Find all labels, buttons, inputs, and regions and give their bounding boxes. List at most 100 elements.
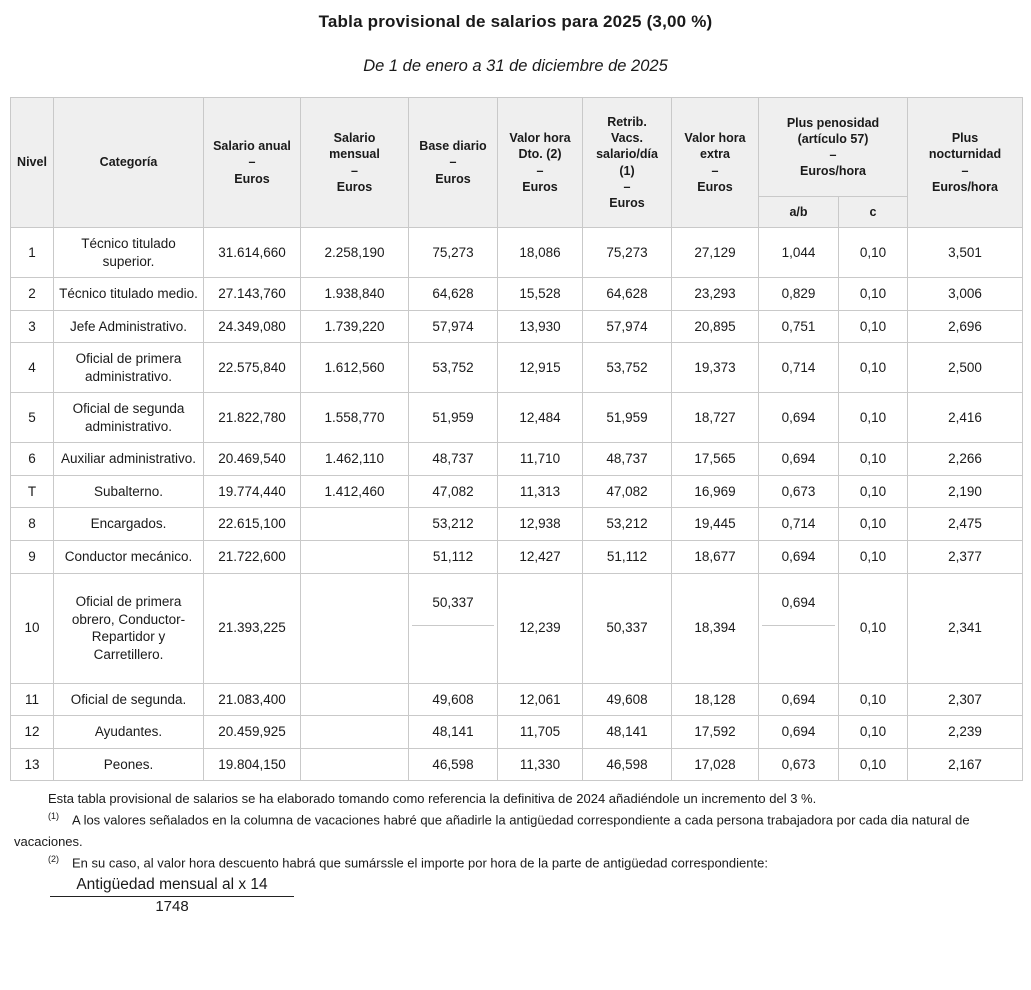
col-header-salario-anual: Salario anual – Euros: [203, 97, 301, 228]
footnotes: Esta tabla provisional de salarios se ha…: [14, 788, 1017, 873]
cell-value: 0,714: [758, 507, 839, 542]
cell-nivel: T: [10, 474, 54, 509]
table-row: 5 Oficial de segunda administrativo. 21.…: [10, 392, 1024, 444]
cell-value: 1.739,220: [300, 309, 409, 344]
table-header: Nivel Categoría Salario anual – Euros Sa…: [10, 97, 1024, 228]
cell-value: 0,714: [758, 342, 839, 394]
cell-value: 21.722,600: [203, 540, 301, 574]
table-row: 10 Oficial de primera obrero, Conductor-…: [10, 572, 1024, 684]
cell-value: 2,266: [907, 442, 1024, 476]
cell-value: 17,028: [671, 747, 759, 782]
cell-value: 64,628: [408, 277, 498, 311]
cell-value: [300, 540, 409, 574]
col-header-plus-penosidad-ab: a/b: [758, 196, 839, 228]
cell-nivel: 11: [10, 682, 54, 717]
cell-value: 48,737: [582, 442, 672, 476]
cell-value: 75,273: [582, 226, 672, 279]
cell-value: 2.258,190: [300, 226, 409, 279]
cell-nivel: 10: [10, 572, 54, 684]
cell-value: 0,10: [837, 392, 909, 444]
cell-value: 11,313: [497, 474, 583, 509]
cell-value: 2,696: [907, 309, 1024, 344]
cell-value: 11,710: [497, 442, 583, 476]
cell-value: 0,10: [837, 507, 909, 542]
cell-value: 48,141: [582, 715, 672, 749]
cell-value: 27,129: [671, 226, 759, 279]
cell-value: 0,673: [758, 747, 839, 782]
cell-value: 0,694: [758, 540, 839, 574]
cell-value: [300, 715, 409, 749]
cell-value: [300, 572, 409, 684]
split-cell-bottom: [762, 626, 835, 676]
cell-value: 18,128: [671, 682, 759, 717]
cell-value: 17,565: [671, 442, 759, 476]
cell-value: 12,239: [497, 572, 583, 684]
table-row: 4 Oficial de primera administrativo. 22.…: [10, 342, 1024, 394]
cell-value: [300, 747, 409, 782]
cell-value: 53,212: [408, 507, 498, 542]
cell-value: 0,694: [758, 572, 839, 684]
cell-value: 48,737: [408, 442, 498, 476]
cell-value: 0,10: [837, 747, 909, 782]
cell-value: 1.938,840: [300, 277, 409, 311]
cell-value: 0,751: [758, 309, 839, 344]
cell-categoria: Oficial de segunda administrativo.: [53, 392, 204, 444]
cell-value: 0,829: [758, 277, 839, 311]
cell-value: 47,082: [582, 474, 672, 509]
cell-value: 23,293: [671, 277, 759, 311]
cell-categoria: Oficial de segunda.: [53, 682, 204, 717]
cell-value: 0,10: [837, 277, 909, 311]
cell-value: 0,694: [758, 392, 839, 444]
table-row: 11 Oficial de segunda. 21.083,400 49,608…: [10, 682, 1024, 717]
cell-value: 0,10: [837, 226, 909, 279]
cell-value: 49,608: [582, 682, 672, 717]
cell-value: 20,895: [671, 309, 759, 344]
cell-value: [300, 507, 409, 542]
table-row: 12 Ayudantes. 20.459,925 48,141 11,705 4…: [10, 715, 1024, 749]
cell-value: 57,974: [582, 309, 672, 344]
table-row: 6 Auxiliar administrativo. 20.469,540 1.…: [10, 442, 1024, 476]
cell-value: 47,082: [408, 474, 498, 509]
cell-value: 0,10: [837, 442, 909, 476]
cell-value: 12,938: [497, 507, 583, 542]
cell-value: 0,10: [837, 540, 909, 574]
cell-categoria: Técnico titulado superior.: [53, 226, 204, 279]
cell-value: 0,10: [837, 342, 909, 394]
cell-value: 12,915: [497, 342, 583, 394]
cell-value: 22.615,100: [203, 507, 301, 542]
cell-value: 15,528: [497, 277, 583, 311]
cell-categoria: Técnico titulado medio.: [53, 277, 204, 311]
cell-value: 21.822,780: [203, 392, 301, 444]
cell-value: 64,628: [582, 277, 672, 311]
cell-categoria: Jefe Administrativo.: [53, 309, 204, 344]
cell-value: 57,974: [408, 309, 498, 344]
cell-value: 1.612,560: [300, 342, 409, 394]
cell-value: 16,969: [671, 474, 759, 509]
cell-value: [300, 682, 409, 717]
cell-value: 51,959: [582, 392, 672, 444]
split-cell-top: 50,337: [412, 581, 494, 626]
fraction-denominator: 1748: [155, 898, 189, 916]
col-header-categoria: Categoría: [53, 97, 204, 228]
col-header-plus-nocturnidad: Plus nocturnidad – Euros/hora: [907, 97, 1024, 228]
cell-value: 13,930: [497, 309, 583, 344]
cell-value: 51,112: [582, 540, 672, 574]
cell-categoria: Conductor mecánico.: [53, 540, 204, 574]
cell-value: 18,086: [497, 226, 583, 279]
cell-value: 2,475: [907, 507, 1024, 542]
table-row: 9 Conductor mecánico. 21.722,600 51,112 …: [10, 540, 1024, 574]
cell-value: 11,705: [497, 715, 583, 749]
cell-nivel: 4: [10, 342, 54, 394]
cell-value: 50,337: [582, 572, 672, 684]
cell-value: 1.558,770: [300, 392, 409, 444]
page-title: Tabla provisional de salarios para 2025 …: [318, 12, 713, 31]
cell-nivel: 6: [10, 442, 54, 476]
cell-value: 12,061: [497, 682, 583, 717]
cell-value: 2,341: [907, 572, 1024, 684]
cell-value: 75,273: [408, 226, 498, 279]
cell-value: 0,10: [837, 682, 909, 717]
cell-nivel: 2: [10, 277, 54, 311]
cell-categoria: Oficial de primera obrero, Conductor-Rep…: [53, 572, 204, 684]
cell-value: 19.774,440: [203, 474, 301, 509]
cell-value: 24.349,080: [203, 309, 301, 344]
